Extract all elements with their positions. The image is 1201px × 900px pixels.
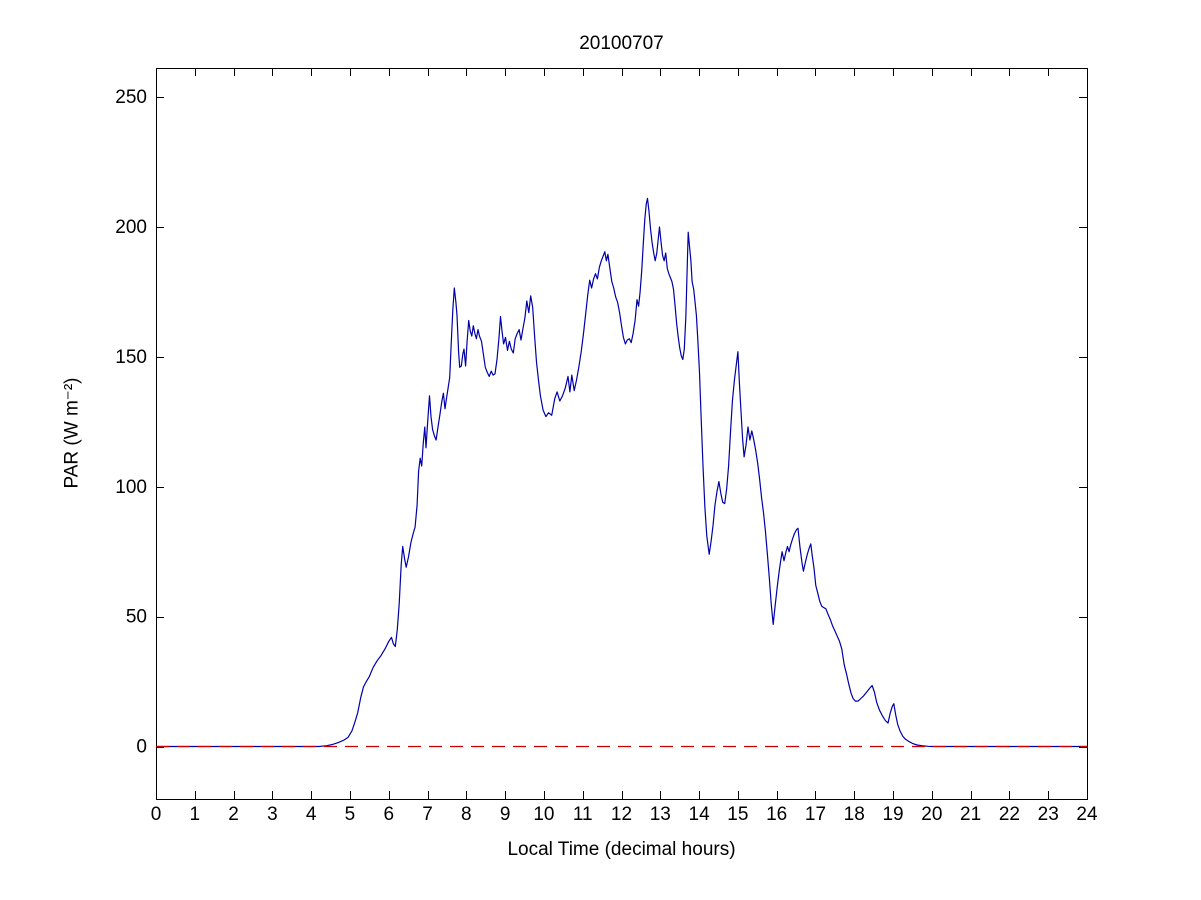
x-tick-label: 4 (306, 804, 317, 825)
x-tick-label: 14 (689, 804, 711, 825)
x-tick-label: 2 (228, 804, 239, 825)
x-tick-label: 18 (844, 804, 865, 825)
x-tick-label: 20 (921, 804, 942, 825)
y-tick-label: 0 (136, 737, 147, 758)
x-tick-label: 3 (267, 804, 278, 825)
x-tick-label: 17 (805, 804, 826, 825)
x-tick-label: 1 (190, 804, 201, 825)
x-tick-label: 13 (650, 804, 671, 825)
x-tick-label: 22 (999, 804, 1020, 825)
par-series-line (156, 197, 1087, 748)
x-tick-label: 21 (960, 804, 981, 825)
tick-marks (156, 68, 1088, 799)
x-tick-label: 7 (422, 804, 433, 825)
x-tick-label: 8 (461, 804, 472, 825)
x-tick-label: 15 (727, 804, 748, 825)
y-tick-label: 50 (126, 607, 147, 628)
axes-box (156, 68, 1088, 800)
x-tick-label: 11 (573, 804, 593, 825)
x-tick-label: 23 (1038, 804, 1059, 825)
x-tick-label: 0 (151, 804, 162, 825)
x-tick-label: 10 (533, 804, 554, 825)
x-tick-label: 24 (1076, 804, 1098, 825)
y-tick-label: 100 (115, 477, 147, 498)
x-axis-label: Local Time (decimal hours) (507, 839, 736, 860)
chart-title: 20100707 (579, 33, 664, 54)
x-tick-label: 5 (345, 804, 356, 825)
x-tick-label: 9 (500, 804, 511, 825)
x-tick-label: 16 (766, 804, 787, 825)
y-tick-label: 250 (115, 87, 147, 108)
x-tick-label: 6 (383, 804, 394, 825)
y-tick-label: 150 (115, 347, 147, 368)
y-tick-label: 200 (115, 217, 147, 238)
x-tick-label: 12 (611, 804, 632, 825)
x-tick-label: 19 (882, 804, 903, 825)
